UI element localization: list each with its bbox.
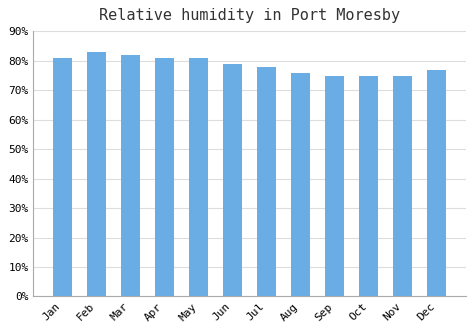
Bar bbox=[393, 75, 412, 297]
Bar bbox=[427, 70, 446, 297]
Bar bbox=[155, 58, 174, 297]
Bar bbox=[53, 58, 72, 297]
Bar bbox=[325, 75, 344, 297]
Bar bbox=[121, 55, 140, 297]
Title: Relative humidity in Port Moresby: Relative humidity in Port Moresby bbox=[99, 8, 400, 23]
Bar bbox=[257, 67, 276, 297]
Bar bbox=[87, 52, 106, 297]
Bar bbox=[189, 58, 208, 297]
Bar bbox=[223, 64, 242, 297]
Bar bbox=[359, 75, 378, 297]
Bar bbox=[291, 73, 310, 297]
